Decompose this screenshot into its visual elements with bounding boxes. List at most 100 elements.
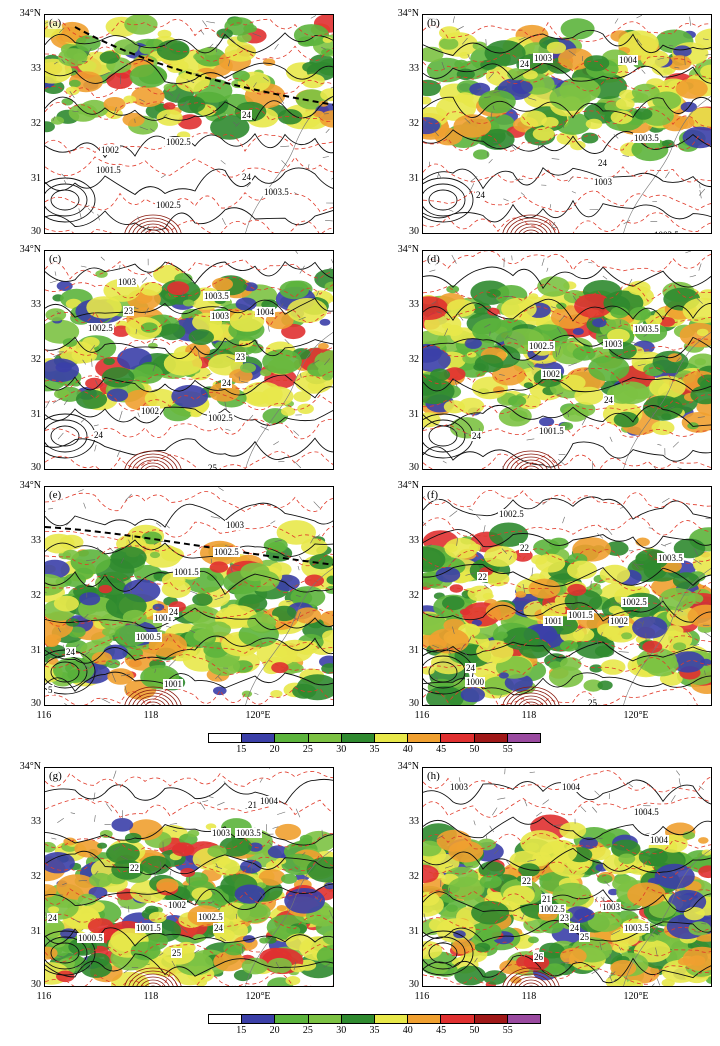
wind-vector: [465, 865, 474, 868]
wind-vector: [581, 417, 587, 426]
pressure-contour-label: 1002.5: [539, 904, 566, 914]
wind-vector: [704, 632, 711, 638]
wind-vector: [284, 339, 290, 345]
wind-vector: [575, 627, 584, 633]
wind-vector: [614, 18, 619, 24]
wind-vector: [167, 91, 173, 97]
wind-vector: [493, 90, 501, 94]
wind-vector: [594, 896, 598, 903]
latitude-label: 34°N: [19, 244, 41, 255]
wind-vector: [702, 38, 709, 41]
terrain-contour: [514, 695, 548, 705]
wind-vector: [656, 978, 661, 986]
wind-vector: [521, 912, 526, 920]
isobar-line: [423, 847, 711, 874]
reflectivity-cell: [634, 108, 653, 120]
reflectivity-cell: [236, 33, 252, 43]
latitude-label: 33: [409, 299, 419, 310]
wind-vector: [643, 334, 648, 337]
reflectivity-cell: [106, 388, 129, 402]
isotherm-line: [45, 451, 333, 469]
isotherm-line: [45, 390, 333, 412]
reflectivity-cell: [532, 127, 555, 141]
reflectivity-cell: [642, 640, 663, 654]
wind-vector: [299, 265, 305, 274]
reflectivity-cell: [423, 378, 455, 405]
isotherm-line: [423, 686, 698, 705]
isotherm-line: [423, 251, 711, 272]
wind-vector: [206, 21, 215, 24]
reflectivity-cell: [610, 928, 640, 947]
wind-vector: [590, 580, 592, 588]
reflectivity-cell: [97, 842, 108, 849]
reflectivity-cell: [453, 114, 492, 138]
wind-vector: [678, 778, 682, 788]
reflectivity-cell: [489, 522, 529, 547]
reflectivity-cell: [436, 918, 476, 943]
wind-vector: [622, 155, 630, 157]
reflectivity-cell: [294, 607, 322, 624]
reflectivity-cell: [485, 601, 516, 621]
reflectivity-cell: [318, 342, 329, 350]
wind-vector: [674, 66, 680, 69]
wind-vector: [475, 513, 481, 520]
wind-vector: [637, 620, 644, 625]
reflectivity-cell: [621, 632, 633, 640]
isobar-line: [45, 374, 333, 399]
terrain-contour: [150, 985, 156, 986]
isotherm-line: [423, 282, 711, 302]
temperature-contour-label: 25: [171, 948, 182, 958]
wind-vector: [644, 832, 650, 835]
wind-vector: [562, 516, 565, 524]
isotherm-line: [45, 911, 333, 930]
reflectivity-cell: [498, 672, 509, 679]
wind-vector: [453, 378, 458, 388]
colorbar-segment: [275, 1015, 309, 1023]
terrain-contour: [514, 459, 548, 469]
reflectivity-cell: [61, 98, 74, 106]
reflectivity-cell: [98, 584, 113, 594]
isotherm-line: [45, 45, 333, 66]
wind-vector: [72, 110, 79, 113]
reflectivity-cell: [539, 918, 564, 934]
wind-vector: [168, 659, 177, 667]
wind-vector: [87, 208, 94, 214]
terrain-contour: [510, 456, 552, 469]
wind-vector: [230, 38, 237, 45]
reflectivity-cell: [546, 41, 567, 54]
wind-vector: [233, 121, 238, 126]
wind-vector: [426, 544, 432, 547]
wind-vector: [493, 141, 499, 144]
wind-vector: [331, 177, 333, 180]
reflectivity-cell: [484, 546, 518, 567]
reflectivity-cell: [456, 92, 474, 104]
wind-vector: [464, 117, 471, 124]
wind-vector: [485, 661, 493, 664]
latitude-label: 33: [409, 63, 419, 74]
reflectivity-cell: [464, 338, 482, 349]
wind-vector: [333, 15, 334, 22]
reflectivity-cell: [528, 293, 539, 300]
pressure-contour-label: 1003: [117, 277, 137, 287]
reflectivity-cell: [698, 837, 709, 844]
isotherm-line: [45, 338, 333, 359]
terrain-contour: [518, 979, 544, 986]
wind-vector: [704, 670, 706, 676]
reflectivity-cell: [667, 55, 692, 71]
temperature-contour-label: 24: [221, 378, 232, 388]
wind-vector: [181, 291, 184, 298]
reflectivity-cell: [627, 882, 666, 907]
reflectivity-cell: [192, 934, 206, 942]
wind-vector: [584, 367, 589, 372]
wind-vector: [321, 829, 323, 838]
wind-vector: [82, 651, 90, 657]
wind-vector: [238, 376, 241, 382]
reflectivity-cell: [442, 596, 465, 611]
wind-vector: [113, 106, 117, 115]
wind-vector: [154, 871, 156, 879]
wind-vector: [314, 534, 321, 539]
reflectivity-cell: [208, 655, 240, 676]
isotherm-line: [45, 607, 333, 627]
reflectivity-cell: [625, 980, 644, 986]
reflectivity-cell: [439, 37, 459, 50]
